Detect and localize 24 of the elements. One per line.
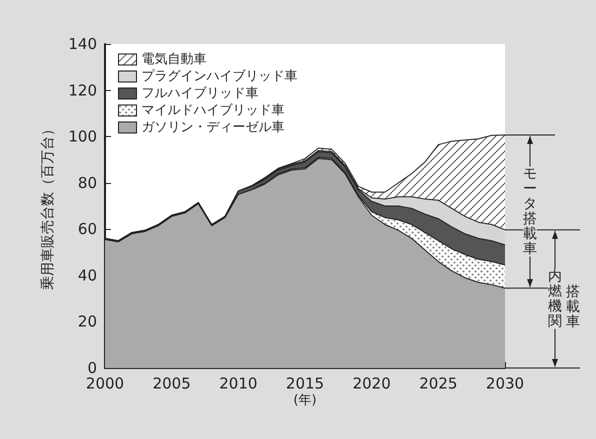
legend-label: ガソリン・ディーゼル車 bbox=[142, 120, 284, 135]
legend-label: マイルドハイブリッド車 bbox=[142, 103, 284, 118]
y-tick-label: 20 bbox=[78, 312, 97, 331]
y-tick-label: 40 bbox=[78, 266, 97, 284]
legend-label: フルハイブリッド車 bbox=[142, 86, 258, 101]
x-tick-label: 2015 bbox=[286, 374, 324, 392]
x-tick-label: 2005 bbox=[152, 374, 191, 392]
x-axis-title: (年) bbox=[293, 393, 317, 408]
x-tick-label: 2010 bbox=[219, 374, 258, 392]
x-tick-label: 2020 bbox=[352, 374, 391, 392]
y-tick-label: 60 bbox=[78, 220, 97, 238]
x-tick-label: 2030 bbox=[486, 374, 524, 392]
y-tick-label: 0 bbox=[87, 359, 97, 377]
text: モータ搭載車 bbox=[523, 166, 537, 258]
y-tick-label: 120 bbox=[68, 81, 97, 100]
legend-label: プラグインハイブリッド車 bbox=[142, 69, 298, 84]
x-tick-label: 2025 bbox=[419, 374, 458, 392]
y-tick-label: 80 bbox=[78, 174, 97, 192]
text: 内燃機関搭載車 bbox=[548, 268, 580, 330]
legend-label: 電気自動車 bbox=[142, 52, 206, 67]
x-tick-label: 2000 bbox=[86, 374, 124, 392]
y-axis-title: 乗用車販売台数（百万台） bbox=[40, 122, 56, 290]
y-tick-label: 140 bbox=[68, 35, 97, 53]
y-tick-label: 100 bbox=[68, 128, 97, 146]
